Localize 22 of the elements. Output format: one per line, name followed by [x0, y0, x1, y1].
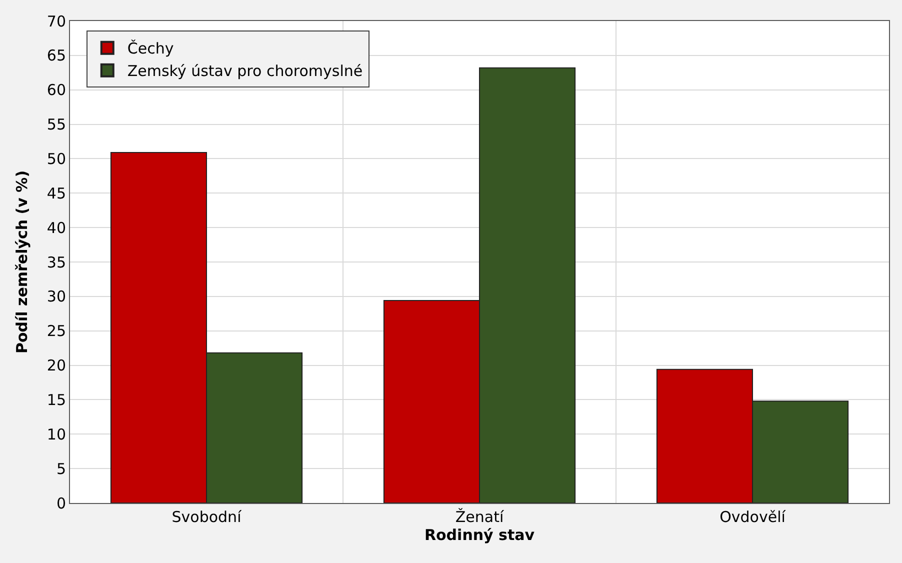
- legend-label: Čechy: [127, 40, 174, 58]
- x-tick-label: Ženatí: [455, 508, 504, 526]
- y-tick-label: 5: [56, 460, 66, 478]
- y-axis-title: Podíl zemřelých (v %): [13, 170, 32, 354]
- x-tick-label: Svobodní: [172, 508, 242, 526]
- y-tick-label: 30: [46, 288, 66, 306]
- y-tick-label: 20: [46, 356, 66, 375]
- y-tick-label: 10: [46, 425, 66, 444]
- y-tick-label: 45: [46, 184, 66, 202]
- y-tick-label: 40: [46, 218, 66, 237]
- y-tick-label: 35: [46, 253, 66, 272]
- y-tick-label: 70: [46, 12, 66, 30]
- x-axis-title: Rodinný stav: [424, 526, 535, 544]
- y-tick-label: 60: [46, 81, 66, 100]
- y-tick-label: 15: [46, 390, 66, 409]
- legend-label: Zemský ústav pro choromyslné: [127, 62, 363, 80]
- y-tick-label: 65: [46, 46, 66, 65]
- y-tick-label: 0: [56, 494, 66, 512]
- y-tick-label: 25: [46, 322, 66, 340]
- y-tick-label: 50: [46, 150, 66, 168]
- y-tick-label: 55: [46, 116, 66, 134]
- x-tick-label: Ovdovělí: [720, 508, 786, 526]
